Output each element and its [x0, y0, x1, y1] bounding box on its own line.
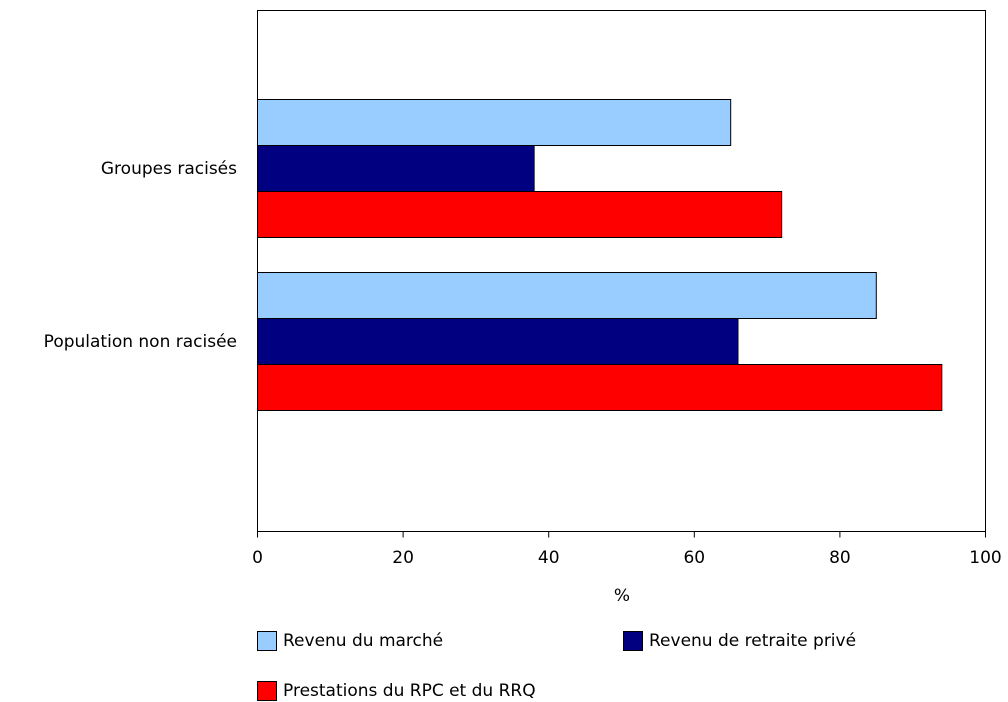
legend-swatch-cpp-qpp	[257, 681, 277, 701]
x-tick-label-40: 40	[538, 548, 560, 568]
x-tick-label-20: 20	[392, 548, 414, 568]
bars-group	[257, 99, 943, 411]
legend-label-private-retirement: Revenu de retraite privé	[649, 631, 857, 651]
legend-swatch-market-income	[257, 631, 277, 651]
legend-item-cpp-qpp: Prestations du RPC et du RRQ	[257, 681, 536, 701]
legend-swatch-private-retirement	[623, 631, 643, 651]
legend-label-cpp-qpp: Prestations du RPC et du RRQ	[283, 681, 536, 701]
category-labels: Groupes racisés Population non racisée	[44, 159, 237, 352]
bar-groupes-racises-revenu-du-marche	[257, 99, 732, 146]
legend-item-market-income: Revenu du marché	[257, 631, 443, 651]
x-axis-label: %	[614, 586, 630, 606]
bar-population-non-racisee-prestations-du-rpc-et-du-rrq	[257, 364, 943, 411]
category-label-population-non-racisee: Population non racisée	[44, 332, 237, 352]
bar-groupes-racises-prestations-du-rpc-et-du-rrq	[257, 191, 783, 238]
x-tick-label-100: 100	[969, 548, 1001, 568]
bar-groupes-racises-revenu-de-retraite-prive	[257, 145, 535, 192]
plot-frame	[257, 10, 986, 532]
x-tick-label-80: 80	[829, 548, 851, 568]
x-axis-ticks: 0 20 40 60 80 100	[252, 531, 1002, 568]
category-label-groupes-racises: Groupes racisés	[101, 159, 237, 179]
x-tick-label-0: 0	[252, 548, 263, 568]
legend-label-market-income: Revenu du marché	[283, 631, 444, 651]
bar-population-non-racisee-revenu-de-retraite-prive	[257, 318, 739, 365]
legend-item-private-retirement: Revenu de retraite privé	[623, 631, 856, 651]
bar-population-non-racisee-revenu-du-marche	[257, 272, 877, 319]
x-tick-label-60: 60	[683, 548, 705, 568]
